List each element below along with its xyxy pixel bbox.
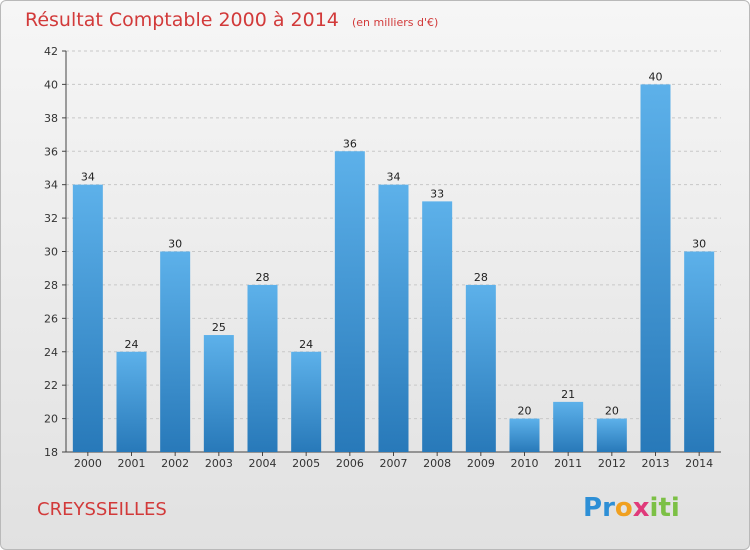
data-label-2000: 34 xyxy=(81,171,95,184)
y-tick-label: 32 xyxy=(44,212,58,225)
x-tick-label-2008: 2008 xyxy=(423,457,451,470)
data-label-2009: 28 xyxy=(474,271,488,284)
x-tick-label-2005: 2005 xyxy=(292,457,320,470)
data-label-2005: 24 xyxy=(299,338,313,351)
bar-2014 xyxy=(684,251,715,452)
x-tick-label-2010: 2010 xyxy=(511,457,539,470)
x-tick-label-2009: 2009 xyxy=(467,457,495,470)
data-label-2014: 30 xyxy=(692,238,706,251)
y-tick-label: 36 xyxy=(44,145,58,158)
chart-title-main: Résultat Comptable 2000 à 2014 xyxy=(25,9,339,31)
logo-letter: r xyxy=(602,493,615,523)
x-tick-label-2011: 2011 xyxy=(554,457,582,470)
y-tick-label: 40 xyxy=(44,78,58,91)
chart-title: Résultat Comptable 2000 à 2014 (en milli… xyxy=(25,9,438,31)
bar-2000 xyxy=(72,184,103,452)
x-tick-label-2006: 2006 xyxy=(336,457,364,470)
chart-title-unit: (en milliers d'€) xyxy=(352,16,438,29)
bar-2012 xyxy=(596,418,627,452)
y-tick-label: 28 xyxy=(44,279,58,292)
bar-2011 xyxy=(553,401,584,452)
data-label-2010: 20 xyxy=(518,405,532,418)
logo-letter: i xyxy=(671,493,680,523)
logo-letter: t xyxy=(658,493,670,523)
data-label-2012: 20 xyxy=(605,405,619,418)
proxiti-logo: Proxiti xyxy=(583,493,680,523)
x-tick-label-2007: 2007 xyxy=(380,457,408,470)
data-label-2006: 36 xyxy=(343,137,357,150)
data-label-2008: 33 xyxy=(430,187,444,200)
y-tick-label: 18 xyxy=(44,446,58,459)
x-tick-label-2002: 2002 xyxy=(161,457,189,470)
bar-2007 xyxy=(378,184,409,452)
logo-letter: x xyxy=(633,493,650,523)
y-tick-label: 22 xyxy=(44,379,58,392)
data-label-2003: 25 xyxy=(212,321,226,334)
bar-2004 xyxy=(247,284,278,452)
logo-letter: P xyxy=(583,493,602,523)
bar-2001 xyxy=(116,351,147,452)
x-tick-label-2003: 2003 xyxy=(205,457,233,470)
bar-2002 xyxy=(160,251,191,452)
data-label-2001: 24 xyxy=(125,338,139,351)
bar-2010 xyxy=(509,418,540,452)
x-tick-label-2012: 2012 xyxy=(598,457,626,470)
data-label-2004: 28 xyxy=(256,271,270,284)
data-label-2013: 40 xyxy=(649,70,663,83)
bar-2009 xyxy=(465,284,496,452)
city-name: CREYSSEILLES xyxy=(37,499,167,520)
bar-2013 xyxy=(640,84,671,453)
x-tick-labels: 2000 2001 2002 2003 2004 2005 2006 2007 2008 2009… xyxy=(74,452,713,470)
y-tick-label: 26 xyxy=(44,312,58,325)
y-tick-labels: 18 20 22 24 26 28 30 32 34 36 38 40 42 xyxy=(44,45,66,459)
x-tick-label-2001: 2001 xyxy=(118,457,146,470)
data-labels: 34 24 30 25 28 24 36 34 33 28 20 21 20 40 30 xyxy=(81,70,706,417)
logo-letter: i xyxy=(650,493,659,523)
data-label-2007: 34 xyxy=(387,171,401,184)
bar-2008 xyxy=(422,201,453,452)
data-label-2002: 30 xyxy=(168,238,182,251)
bars xyxy=(72,84,715,453)
y-tick-label: 42 xyxy=(44,45,58,58)
data-label-2011: 21 xyxy=(561,388,575,401)
x-tick-label-2014: 2014 xyxy=(685,457,713,470)
x-tick-label-2004: 2004 xyxy=(249,457,277,470)
y-tick-label: 34 xyxy=(44,179,58,192)
bar-2003 xyxy=(203,335,234,452)
bar-2005 xyxy=(291,351,322,452)
x-tick-label-2013: 2013 xyxy=(642,457,670,470)
y-tick-label: 20 xyxy=(44,413,58,426)
y-tick-label: 38 xyxy=(44,112,58,125)
y-tick-label: 30 xyxy=(44,246,58,259)
x-tick-label-2000: 2000 xyxy=(74,457,102,470)
logo-letter: o xyxy=(615,493,633,523)
y-tick-label: 24 xyxy=(44,346,58,359)
bar-2006 xyxy=(334,151,365,452)
